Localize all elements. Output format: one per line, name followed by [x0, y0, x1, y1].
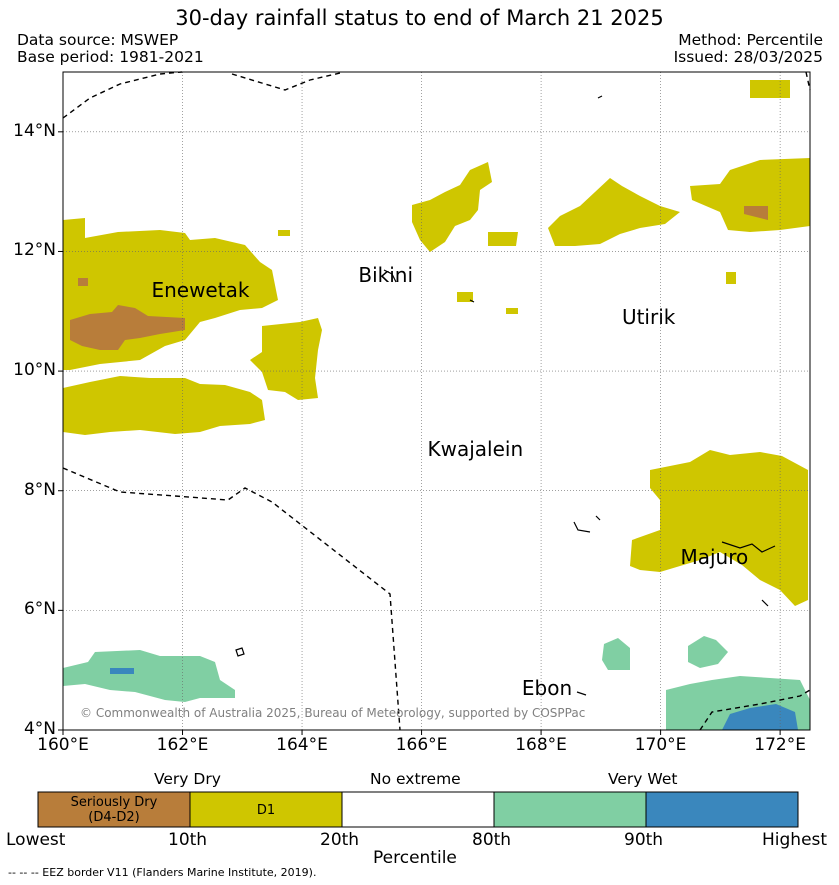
d1-area-west-south	[63, 376, 265, 435]
d1-area-small-4	[726, 272, 736, 284]
map-title: 30-day rainfall status to end of March 2…	[175, 6, 664, 30]
legend-tick-10th: 10th	[168, 830, 208, 850]
eez-footnote: -- -- -- EEZ border V11 (Flanders Marine…	[8, 866, 317, 879]
legend-box-no-extreme	[341, 791, 495, 828]
seriously-dry-area-east	[744, 206, 768, 220]
island-outlines	[235, 95, 776, 696]
y-tick-label: 10°N	[13, 360, 56, 381]
legend-label-no-extreme: No extreme	[370, 770, 461, 788]
base-period: Base period: 1981-2021	[17, 48, 204, 66]
d1-area-north-east	[548, 178, 680, 246]
place-label-enewetak: Enewetak	[151, 278, 250, 303]
y-tick-label: 6°N	[23, 599, 56, 620]
place-label-utirik: Utirik	[621, 305, 676, 330]
seriously-dry-area-small	[78, 278, 88, 286]
y-tick-label: 14°N	[13, 120, 56, 141]
d1-area-far-north-east	[690, 158, 810, 232]
legend-tick-lowest: Lowest	[6, 830, 66, 850]
d1-area-small-1	[457, 292, 473, 302]
x-tick-label: 166°E	[395, 735, 448, 755]
legend-box-very-wet	[493, 791, 647, 828]
legend-box-highest	[645, 791, 799, 828]
map-frame	[62, 71, 811, 731]
legend-axis-label: Percentile	[373, 848, 457, 868]
method: Method: Percentile	[678, 31, 823, 49]
legend-colorbar	[37, 791, 799, 828]
legend-tick-80th: 80th	[472, 830, 512, 850]
eez-border	[62, 71, 811, 731]
very-wet-area-south-west	[63, 650, 235, 702]
x-tick-label: 170°E	[634, 735, 687, 755]
place-label-ebon: Ebon	[521, 676, 573, 701]
data-source: Data source: MSWEP	[17, 31, 179, 49]
d1-area-majuro	[630, 450, 808, 606]
legend-label-very-wet: Very Wet	[608, 770, 678, 788]
highest-area-south-east	[722, 704, 798, 730]
x-tick-label: 168°E	[515, 735, 567, 755]
copyright-notice: © Commonwealth of Australia 2025, Bureau…	[80, 706, 586, 720]
legend-tick-highest: Highest	[762, 830, 828, 850]
legend-label-very-dry: Very Dry	[154, 770, 221, 788]
legend-box-label-seriously-dry: Seriously Dry (D4-D2)	[70, 795, 158, 825]
d1-area-north-central	[412, 162, 492, 252]
place-label-majuro: Majuro	[680, 544, 749, 569]
place-label-bikini: Bikini	[358, 263, 414, 288]
legend-box-label-d1: D1	[256, 803, 276, 818]
axis-ticks	[58, 131, 781, 735]
d1-area-central-west	[250, 318, 322, 400]
d1-area-small-3	[506, 308, 518, 314]
legend-box-seriously-dry	[37, 791, 191, 828]
y-tick-label: 8°N	[23, 479, 56, 500]
rainfall-shading	[63, 80, 810, 730]
d1-area-north-central-2	[488, 232, 518, 246]
place-label-kwajalein: Kwajalein	[427, 436, 524, 461]
x-tick-label: 172°E	[754, 735, 806, 755]
very-wet-area-south-central	[602, 638, 630, 670]
highest-area-south-west	[110, 668, 134, 674]
x-tick-label: 160°E	[37, 735, 89, 755]
d1-area-top-right	[750, 80, 790, 98]
y-tick-label: 12°N	[13, 240, 56, 261]
legend-tick-90th: 90th	[624, 830, 664, 850]
very-wet-area-south-east-small	[688, 636, 728, 668]
d1-area-small-2	[278, 230, 290, 236]
legend-tick-20th: 20th	[320, 830, 360, 850]
x-tick-label: 162°E	[156, 735, 209, 755]
legend-box-d1	[189, 791, 343, 828]
y-tick-label: 4°N	[23, 719, 56, 739]
issued-date: Issued: 28/03/2025	[673, 48, 823, 66]
x-tick-label: 164°E	[276, 735, 328, 755]
seriously-dry-area	[70, 305, 185, 350]
